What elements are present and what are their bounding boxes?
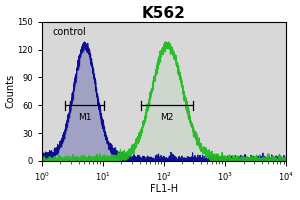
Text: control: control	[53, 27, 86, 37]
Title: K562: K562	[142, 6, 186, 21]
Y-axis label: Counts: Counts	[6, 74, 16, 108]
X-axis label: FL1-H: FL1-H	[150, 184, 178, 194]
Text: M1: M1	[78, 113, 91, 122]
Text: M2: M2	[160, 113, 174, 122]
